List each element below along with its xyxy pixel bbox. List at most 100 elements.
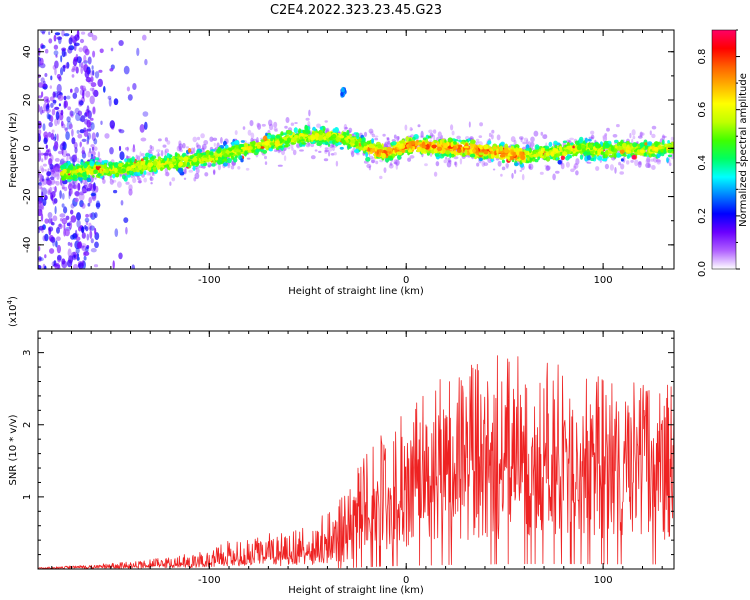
spectrogram-noise-blob (53, 44, 59, 50)
spectrogram-band-blob (614, 144, 618, 149)
snr-y-ticks: 1 2 3 (22, 337, 674, 556)
spectrogram-noise-blob (77, 133, 83, 139)
snr-y-multiplier-close: ) (8, 296, 19, 300)
spectrogram-band-blob (503, 147, 509, 154)
spectrogram-band-blob (581, 148, 586, 153)
spectrogram-band-blob (501, 159, 505, 164)
spectrogram-halo-blob (344, 126, 349, 130)
spectrogram-noise-blob (67, 183, 74, 191)
spectrogram-halo-blob (620, 163, 625, 170)
spectrogram-halo-blob (670, 153, 674, 160)
spectrogram-halo-blob (307, 142, 311, 146)
spectrogram-band-blob (421, 145, 427, 149)
spectrogram-noise-blob (132, 83, 137, 90)
spectrogram-noise-blob (61, 47, 67, 52)
spectrogram-band-blob (157, 156, 162, 162)
spectrogram-band-blob (510, 145, 514, 150)
spectrogram-halo-blob (290, 122, 295, 126)
spectrogram-halo-blob (164, 150, 167, 157)
spectrogram-noise-blob (46, 170, 50, 178)
spectrogram-halo-blob (44, 169, 48, 172)
spectrogram-noise-blob (94, 241, 99, 249)
spectrogram-halo-blob (573, 163, 579, 169)
spectrogram-noise-blob (86, 119, 91, 128)
spectrogram-band-blob (521, 160, 527, 163)
spectrogram-noise-blob (44, 73, 48, 77)
spectrogram-band-blob (180, 158, 183, 161)
spectrogram-noise-blob (75, 247, 80, 254)
spectrogram-halo-blob (234, 130, 238, 136)
spectrogram-halo-blob (332, 146, 335, 151)
spectrogram-noise-blob (41, 44, 46, 49)
spectrogram-halo-blob (87, 151, 91, 158)
spectrogram-noise-blob (70, 88, 73, 93)
spectrogram-halo-blob (283, 155, 287, 162)
spectrogram-halo-blob (47, 168, 50, 171)
spectrogram-band-blob (519, 151, 524, 156)
spectrogram-noise-blob (76, 212, 81, 221)
spectrogram-noise-blob (65, 153, 71, 157)
spectrogram-noise-blob (77, 110, 83, 116)
spectrogram-band-blob (250, 149, 256, 153)
spectrogram-band-blob (385, 157, 390, 163)
spectrogram-band-blob (632, 147, 636, 150)
spectrogram-band-blob (554, 148, 559, 152)
spectrogram-halo-blob (40, 174, 43, 180)
spectrogram-halo-blob (201, 143, 207, 150)
spectrogram-halo-blob (520, 137, 523, 143)
spectrogram-band-blob (291, 137, 297, 141)
spectrogram-noise-blob (78, 226, 82, 232)
spectrogram-halo-blob (368, 165, 371, 171)
spectrogram-halo-blob (179, 145, 182, 151)
spectrogram-band-blob (496, 148, 499, 154)
spectrogram-band-blob (256, 144, 261, 149)
spectrogram-noise-blob (92, 106, 96, 114)
spectrogram-noise-blob (85, 213, 89, 218)
snr-y-multiplier-base: (x10 (8, 304, 19, 327)
spectrogram-band-blob (142, 164, 147, 170)
spectrogram-band-blob (651, 153, 656, 157)
spectrogram-noise-blob (89, 225, 95, 231)
spectrogram-noise-blob (132, 144, 135, 153)
colorbar-tick-label: 0.8 (697, 49, 708, 65)
spectrogram-y-ticks: -40 -20 0 20 40 (22, 45, 674, 270)
spectrogram-band-blob (377, 144, 383, 149)
spectrogram-halo-blob (277, 164, 283, 167)
spectrogram-halo-blob (588, 136, 594, 139)
spectrogram-noise-blob (45, 144, 48, 149)
spectrogram-noise-blob (54, 163, 60, 173)
spectrogram-halo-blob (81, 188, 87, 193)
spectrogram-noise-blob (78, 100, 84, 106)
spectrogram-halo-blob (522, 141, 527, 145)
spectrogram-band-blob (587, 138, 592, 142)
spectrogram-halo-blob (195, 167, 200, 174)
spectrogram-halo-blob (545, 165, 550, 172)
spectrogram-band-blob (483, 150, 489, 155)
spectrogram-halo-blob (202, 146, 205, 151)
spectrogram-noise-blob (42, 235, 47, 242)
spectrogram-noise-blob (50, 192, 53, 200)
spectrogram-noise-blob (131, 264, 135, 269)
spectrogram-noise-blob (46, 179, 52, 186)
spectrogram-band-blob (260, 149, 265, 152)
spectrogram-noise-blob (71, 137, 76, 145)
spectrogram-halo-blob (540, 131, 544, 136)
spectrogram-halo-blob (284, 125, 288, 129)
spectrogram-halo-blob (649, 130, 652, 136)
spectrogram-marks (38, 30, 674, 269)
spectrogram-band-blob (283, 144, 289, 148)
spectrogram-noise-blob (56, 83, 62, 93)
spectrogram-band-blob (365, 147, 368, 150)
spectrogram-band-blob (169, 163, 174, 168)
spectrogram-band-blob (255, 148, 260, 153)
spectrogram-noise-blob (51, 222, 55, 226)
spectrogram-noise-blob (62, 149, 68, 158)
spectrogram-noise-blob (69, 110, 74, 117)
spectrogram-noise-blob (38, 61, 41, 68)
spectrogram-noise-blob (87, 132, 91, 140)
spectrogram-halo-blob (459, 158, 463, 165)
spectrogram-noise-blob (48, 31, 51, 35)
spectrogram-halo-blob (324, 149, 328, 154)
spectrogram-band-blob (512, 151, 517, 157)
spectrogram-band-blob (667, 154, 673, 158)
